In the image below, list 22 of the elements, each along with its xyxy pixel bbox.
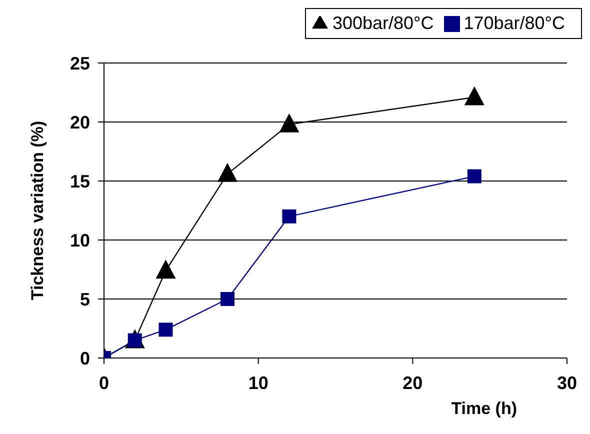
point: [156, 260, 176, 279]
point: [279, 113, 300, 132]
x-tick-label: 0: [98, 372, 110, 393]
y-tick-label: 20: [70, 112, 90, 132]
point: [158, 322, 173, 337]
y-tick-label: 15: [70, 171, 90, 192]
y-axis-title: Tickness variation (%): [28, 120, 48, 300]
x-axis-title: Time (h): [451, 399, 517, 418]
point: [467, 169, 482, 184]
y-tick-label: 25: [70, 53, 90, 74]
y-tick-label: 5: [80, 289, 90, 310]
point: [282, 209, 296, 224]
y-tick-label: 0: [80, 348, 90, 368]
x-tick-label: 10: [248, 372, 268, 393]
y-tick-label: 10: [70, 230, 90, 250]
point: [464, 86, 484, 106]
point: [220, 292, 234, 306]
x-tick-label: 20: [402, 372, 423, 393]
legend-label: 170bar/80°C: [464, 13, 565, 33]
legend-label: 300bar/80°C: [332, 13, 434, 33]
x-tick-label: 30: [556, 372, 578, 393]
point: [217, 162, 238, 182]
